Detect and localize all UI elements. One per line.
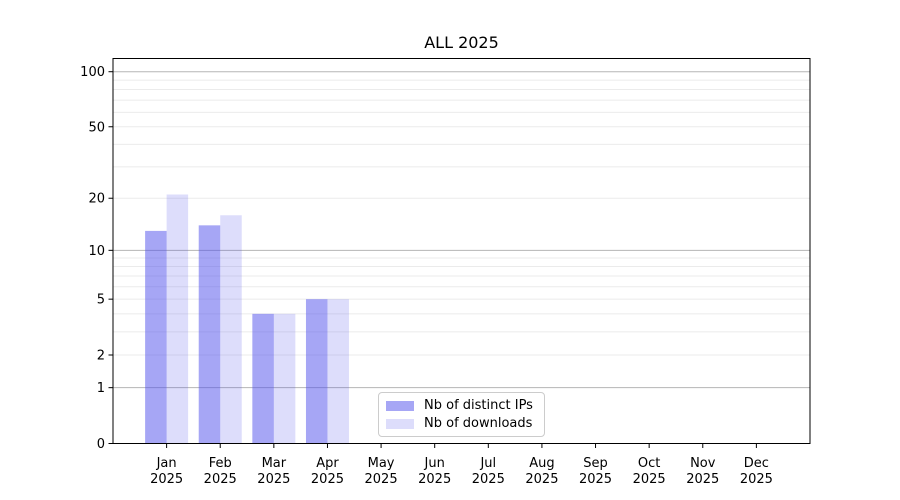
y-tick-label: 0 [97, 437, 105, 452]
bar-mar-downloads [273, 313, 296, 444]
x-tick-label-year: 2025 [311, 472, 344, 487]
x-tick-label-month: Jul [479, 456, 496, 471]
x-tick-label-month: Jun [424, 456, 445, 471]
x-tick-label-year: 2025 [740, 472, 773, 487]
legend-label-downloads: Nb of downloads [424, 416, 533, 431]
x-tick-label-month: Oct [638, 456, 660, 471]
bar-jan-downloads [166, 194, 189, 444]
y-tick-label: 20 [88, 192, 105, 207]
x-tick-label-year: 2025 [472, 472, 505, 487]
x-tick-label-year: 2025 [204, 472, 237, 487]
x-tick-label-month: Sep [583, 456, 608, 471]
x-tick-label-month: Nov [690, 456, 716, 471]
x-tick-label-year: 2025 [257, 472, 290, 487]
bar-jan-distinct-ips [145, 230, 167, 444]
x-tick-label-month: Jan [156, 456, 177, 471]
x-tick-label-year: 2025 [418, 472, 451, 487]
x-tick-label-year: 2025 [525, 472, 558, 487]
x-tick-label-year: 2025 [686, 472, 719, 487]
bar-mar-distinct-ips [252, 313, 274, 444]
x-tick-label-year: 2025 [365, 472, 398, 487]
x-tick-label-month: Mar [262, 456, 287, 471]
x-tick-label-month: Feb [209, 456, 232, 471]
legend-item-distinct-ips: Nb of distinct IPs [379, 398, 544, 413]
x-tick-label-year: 2025 [579, 472, 612, 487]
x-tick-label-month: Aug [529, 456, 554, 471]
legend-item-downloads: Nb of downloads [379, 416, 544, 431]
x-tick-label-year: 2025 [633, 472, 666, 487]
bar-apr-distinct-ips [305, 299, 328, 444]
y-tick-label: 100 [80, 65, 105, 80]
x-tick-label-year: 2025 [150, 472, 183, 487]
x-tick-label-month: Apr [316, 456, 339, 471]
legend-swatch-distinct-ips [386, 400, 414, 411]
y-tick-label: 5 [97, 293, 105, 308]
y-tick-label: 2 [97, 348, 105, 363]
y-tick-label: 50 [88, 120, 105, 135]
bar-feb-distinct-ips [198, 225, 221, 444]
axes-box [112, 58, 811, 444]
x-tick-label-month: May [368, 456, 395, 471]
chart-title: ALL 2025 [424, 33, 499, 52]
y-tick-label: 1 [97, 381, 105, 396]
bar-apr-downloads [327, 299, 349, 444]
legend-swatch-downloads [386, 418, 414, 429]
legend-label-distinct-ips: Nb of distinct IPs [424, 398, 533, 413]
x-tick-label-month: Dec [744, 456, 769, 471]
y-tick-label: 10 [88, 244, 105, 259]
legend: Nb of distinct IPs Nb of downloads [378, 392, 545, 437]
bar-feb-downloads [220, 215, 242, 444]
